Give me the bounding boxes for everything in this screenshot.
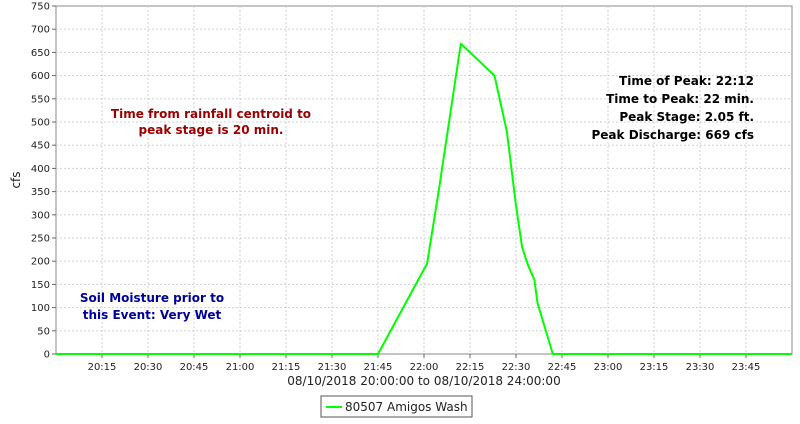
y-tick-label: 400	[31, 164, 50, 175]
y-tick-label: 300	[31, 210, 50, 221]
x-tick-label: 22:00	[410, 362, 439, 373]
x-tick-label: 20:15	[88, 362, 117, 373]
y-tick-label: 250	[31, 234, 50, 245]
x-tick-label: 22:30	[502, 362, 531, 373]
x-tick-label: 21:15	[272, 362, 301, 373]
centroid-text-line1: Time from rainfall centroid to	[111, 107, 311, 121]
y-tick-label: 0	[44, 350, 50, 361]
soil-text-line2: this Event: Very Wet	[83, 308, 222, 322]
soil-text-line1: Soil Moisture prior to	[80, 291, 224, 305]
y-tick-label: 50	[37, 326, 50, 337]
legend: 80507 Amigos Wash	[321, 396, 472, 417]
y-tick-label: 350	[31, 187, 50, 198]
peak-stage-text: Peak Stage: 2.05 ft.	[619, 110, 754, 124]
x-tick-label: 23:45	[732, 362, 761, 373]
x-tick-label: 20:30	[134, 362, 163, 373]
x-tick-label: 21:45	[364, 362, 393, 373]
y-tick-label: 200	[31, 257, 50, 268]
x-tick-label: 20:45	[180, 362, 209, 373]
x-tick-label: 21:30	[318, 362, 347, 373]
x-tick-label: 22:15	[456, 362, 485, 373]
centroid-text-line2: peak stage is 20 min.	[139, 123, 284, 137]
x-tick-label: 22:45	[548, 362, 577, 373]
y-tick-label: 600	[31, 71, 50, 82]
x-tick-label: 23:00	[594, 362, 623, 373]
y-tick-label: 450	[31, 141, 50, 152]
x-tick-label: 21:00	[226, 362, 255, 373]
y-tick-label: 100	[31, 303, 50, 314]
y-tick-label: 150	[31, 280, 50, 291]
legend-label: 80507 Amigos Wash	[345, 400, 468, 414]
peak-discharge-text: Peak Discharge: 669 cfs	[592, 128, 755, 142]
x-tick-label: 23:30	[686, 362, 715, 373]
y-tick-label: 700	[31, 25, 50, 36]
x-axis-label: 08/10/2018 20:00:00 to 08/10/2018 24:00:…	[287, 374, 560, 388]
time-to-peak-text: Time to Peak: 22 min.	[606, 92, 754, 106]
y-tick-label: 650	[31, 48, 50, 59]
x-axis-ticks: 20:15 20:30 20:45 21:00 21:15 21:30 21:45 22:00…	[88, 354, 761, 373]
peak-time-text: Time of Peak: 22:12	[619, 74, 754, 88]
y-axis-ticks: 0 50 100 150 200 250 300 350 400 450 500 550 600 650 7…	[31, 2, 56, 361]
y-tick-label: 550	[31, 94, 50, 105]
y-tick-label: 750	[31, 2, 50, 13]
x-tick-label: 23:15	[640, 362, 669, 373]
y-axis-label: cfs	[9, 171, 23, 188]
y-tick-label: 500	[31, 118, 50, 129]
